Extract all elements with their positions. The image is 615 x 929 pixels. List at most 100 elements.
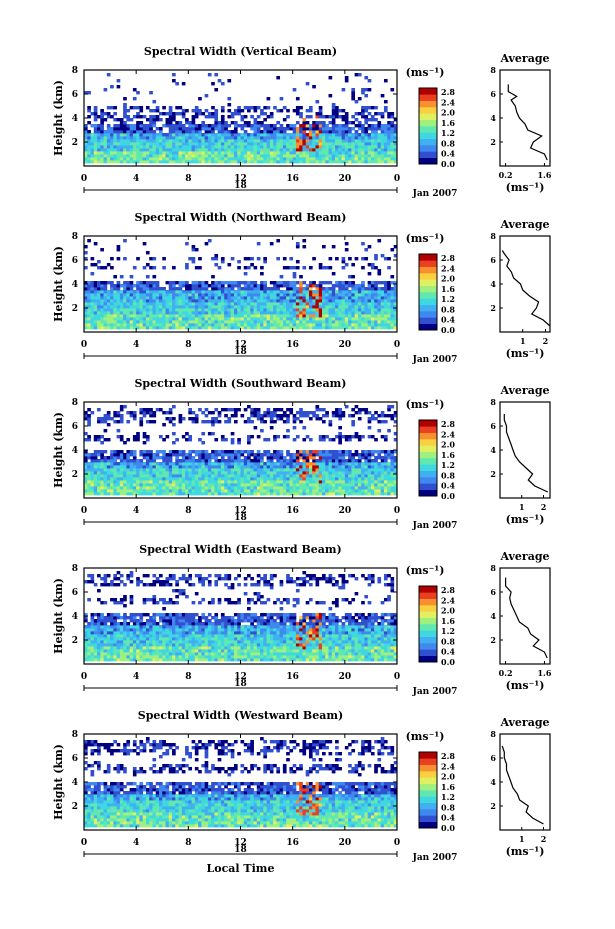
heatmap-cell — [165, 293, 170, 297]
heatmap-cell — [390, 299, 395, 303]
heatmap-cell — [357, 417, 362, 421]
heatmap-cell — [305, 139, 310, 143]
heatmap-cell — [289, 317, 294, 321]
heatmap-cell — [227, 480, 232, 484]
heatmap-cell — [325, 154, 329, 158]
heatmap-cell — [243, 284, 248, 288]
heatmap-cell — [126, 471, 131, 475]
heatmap-cell — [185, 438, 189, 442]
heatmap-cell — [325, 130, 329, 134]
heatmap-cell — [139, 450, 144, 454]
heatmap-cell — [331, 115, 336, 119]
heatmap-cell — [116, 471, 121, 475]
heatmap-cell — [220, 480, 225, 484]
heatmap-cell — [273, 290, 277, 294]
heatmap-cell — [217, 480, 222, 484]
heatmap-cell — [335, 112, 339, 116]
heatmap-cell — [204, 465, 209, 469]
heatmap-cell — [90, 296, 95, 300]
average-x-label: (ms⁻¹) — [506, 181, 545, 194]
heatmap-cell — [315, 305, 320, 309]
heatmap-cell — [214, 450, 219, 454]
heatmap-cell — [185, 320, 189, 324]
heatmap-cell — [123, 103, 127, 107]
heatmap-cell — [188, 154, 192, 158]
heatmap-cell — [377, 302, 382, 306]
heatmap-cell — [325, 414, 329, 418]
heatmap-cell — [207, 127, 212, 131]
heatmap-cell — [341, 308, 346, 312]
heatmap-cell — [269, 130, 274, 134]
heatmap-cell — [299, 151, 303, 155]
heatmap-cell — [100, 323, 104, 327]
heatmap-cell — [315, 483, 320, 487]
heatmap-cell — [380, 465, 385, 469]
heatmap-cell — [308, 465, 313, 469]
heatmap-cell — [364, 160, 369, 164]
heatmap-cell — [103, 299, 108, 303]
heatmap-cell — [357, 121, 362, 125]
heatmap-cell — [90, 474, 95, 478]
heatmap-cell — [266, 287, 271, 291]
heatmap-cell — [354, 142, 359, 146]
heatmap-cell — [172, 133, 176, 137]
heatmap-cell — [289, 411, 294, 415]
heatmap-cell — [145, 438, 150, 442]
heatmap-cell — [370, 311, 375, 315]
heatmap-cell — [335, 106, 339, 110]
heatmap-cell — [126, 142, 131, 146]
heatmap-cell — [367, 450, 372, 454]
heatmap-cell — [185, 281, 189, 285]
heatmap-cell — [204, 281, 209, 285]
heatmap-cell — [292, 88, 297, 92]
heatmap-cell — [139, 139, 144, 143]
heatmap-cell — [142, 432, 147, 436]
heatmap-cell — [188, 305, 192, 309]
heatmap-cell — [276, 281, 281, 285]
heatmap-cell — [279, 326, 284, 330]
heatmap-cell — [263, 136, 267, 140]
heatmap-cell — [172, 311, 176, 315]
heatmap-cell — [240, 477, 245, 481]
heatmap-cell — [256, 124, 261, 128]
heatmap-cell — [97, 438, 101, 442]
heatmap-cell — [158, 323, 163, 327]
heatmap-cell — [93, 287, 98, 291]
heatmap-cell — [390, 320, 395, 324]
heatmap-cell — [155, 456, 160, 460]
heatmap-cell — [266, 465, 271, 469]
heatmap-cell — [162, 112, 166, 116]
heatmap-cell — [136, 136, 140, 140]
heatmap-cell — [227, 109, 232, 113]
heatmap-cell — [269, 414, 274, 418]
heatmap-cell — [194, 284, 199, 288]
heatmap-cell — [351, 308, 356, 312]
heatmap-cell — [207, 145, 212, 149]
heatmap-cell — [263, 311, 267, 315]
heatmap-cell — [168, 462, 173, 466]
heatmap-cell — [214, 148, 219, 152]
heatmap-cell — [266, 124, 271, 128]
heatmap-cell — [100, 136, 104, 140]
heatmap-cell — [106, 302, 111, 306]
heatmap-cell — [276, 299, 281, 303]
heatmap-cell — [211, 299, 215, 303]
heatmap-cell — [299, 323, 303, 327]
heatmap-cell — [286, 483, 290, 487]
heatmap-cell — [110, 290, 114, 294]
heatmap-cell — [286, 139, 290, 143]
heatmap-cell — [113, 157, 118, 161]
heatmap-cell — [292, 459, 297, 463]
heatmap-cell — [387, 151, 391, 155]
heatmap-cell — [331, 308, 336, 312]
heatmap-cell — [237, 136, 241, 140]
heatmap-cell — [253, 486, 258, 490]
heatmap-cell — [335, 323, 339, 327]
heatmap-cell — [393, 145, 398, 149]
heatmap-cell — [295, 242, 300, 246]
heatmap-cell — [338, 480, 342, 484]
heatmap-cell — [93, 450, 98, 454]
heatmap-cell — [308, 480, 313, 484]
heatmap-cell — [370, 133, 375, 137]
heatmap-cell — [100, 154, 104, 158]
